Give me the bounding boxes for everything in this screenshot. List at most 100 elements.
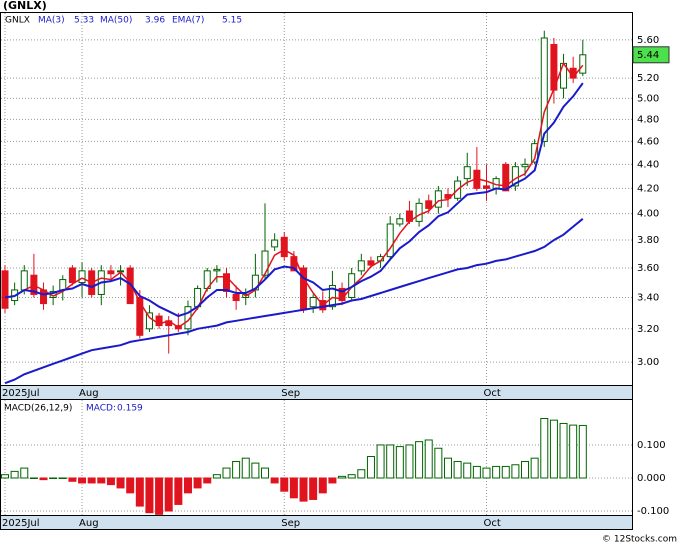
x-tick-label: Oct	[484, 518, 501, 529]
candle-body	[531, 143, 539, 163]
candle-body	[222, 273, 230, 292]
candle-body	[145, 312, 153, 330]
macd-bar	[386, 444, 395, 479]
x-tick-label: Sep	[281, 388, 300, 399]
legend-value: 3.96	[145, 16, 165, 26]
candle-body	[155, 315, 163, 327]
y-tick-label: 5.60	[637, 35, 659, 46]
macd-bar	[482, 467, 491, 479]
macd-bar	[10, 470, 19, 479]
macd-bar	[203, 477, 212, 484]
macd-bar	[97, 477, 106, 484]
candle-body	[357, 260, 365, 272]
candle-body	[136, 296, 144, 336]
macd-prefix: MACD:	[86, 404, 116, 414]
candle-body	[280, 236, 288, 258]
macd-bar	[395, 446, 404, 479]
macd-bar	[174, 477, 183, 505]
macd-bar	[501, 465, 510, 479]
candle-body	[483, 185, 490, 189]
y-tick-label: 3.60	[637, 263, 659, 274]
macd-bar	[338, 475, 347, 479]
legend-label: MA(50)	[100, 16, 132, 26]
macd-bar	[357, 469, 366, 479]
y-tick-label: 4.60	[637, 136, 659, 147]
macd-bar	[58, 477, 67, 479]
candle-body	[271, 239, 279, 248]
macd-bar	[29, 477, 38, 479]
x-tick-label: Aug	[79, 388, 99, 399]
macd-bar	[1, 474, 9, 479]
macd-bar	[212, 474, 221, 479]
y-tick-label: 3.40	[637, 292, 659, 303]
macd-bar	[318, 477, 327, 494]
macd-bar	[280, 477, 289, 492]
x-tick-label: Oct	[484, 388, 501, 399]
macd-bar	[106, 477, 115, 486]
macd-bar	[299, 477, 308, 502]
candle-body	[107, 270, 115, 275]
ma-line	[4, 218, 584, 385]
macd-bar	[530, 457, 539, 479]
y-tick-label: 3.80	[637, 235, 659, 246]
candle-body	[463, 166, 471, 180]
macd-bar	[578, 424, 587, 479]
candle-body	[232, 293, 240, 302]
candle-body	[579, 54, 587, 74]
candle-body	[78, 270, 86, 284]
ma-line	[4, 82, 584, 318]
y-tick-label: 4.00	[637, 209, 659, 220]
candle-body	[328, 284, 336, 308]
macd-bar	[145, 477, 154, 514]
y-tick-label: 4.80	[637, 114, 659, 125]
legend-value: 5.15	[222, 16, 242, 26]
x-tick-label: Sep	[281, 518, 300, 529]
y-tick-label: 0.100	[637, 440, 666, 451]
macd-bar	[463, 462, 472, 479]
macd-title: MACD(26,12,9)	[4, 404, 72, 414]
footer: © 12Stocks.com	[602, 535, 677, 545]
candle-body	[386, 223, 394, 258]
macd-bar	[78, 477, 87, 484]
macd-bar	[135, 477, 144, 507]
y-tick-label: 4.40	[637, 159, 659, 170]
candle-body	[434, 190, 442, 208]
macd-bar	[222, 467, 231, 479]
macd-bar	[20, 467, 29, 479]
macd-bar	[511, 464, 520, 479]
macd-bar	[366, 456, 375, 479]
y-tick-label: 0.000	[637, 473, 666, 484]
macd-value: 0.159	[117, 404, 143, 414]
candle-body	[213, 268, 221, 272]
macd-bar	[472, 465, 481, 479]
macd-bar	[270, 477, 279, 484]
macd-bar	[116, 477, 125, 489]
macd-bar	[434, 447, 443, 479]
candle-body	[425, 200, 433, 209]
candle-body	[261, 250, 269, 276]
macd-bar	[241, 457, 250, 479]
macd-bar	[405, 444, 414, 479]
y-tick-label: 5.20	[637, 73, 659, 84]
macd-bar	[521, 460, 530, 479]
price-panel	[0, 12, 633, 386]
candle-body	[1, 270, 9, 309]
candle-body	[68, 267, 76, 284]
macd-bar	[424, 439, 433, 479]
x-tick-label: Aug	[79, 518, 99, 529]
symbol: GNLX	[5, 16, 30, 26]
macd-bar	[549, 419, 558, 479]
macd-bar	[87, 477, 96, 484]
x-tick-label: 2025Jul	[2, 518, 40, 529]
candle-body	[415, 202, 423, 222]
macd-bar	[49, 477, 58, 479]
macd-bar	[164, 477, 173, 512]
y-tick-label: 3.00	[637, 357, 659, 368]
y-tick-label: -0.100	[637, 506, 669, 517]
macd-bar	[309, 477, 318, 500]
macd-bar	[492, 465, 501, 479]
last-price: 5.44	[637, 50, 659, 61]
y-tick-label: 3.20	[637, 324, 659, 335]
macd-bar	[540, 418, 549, 479]
